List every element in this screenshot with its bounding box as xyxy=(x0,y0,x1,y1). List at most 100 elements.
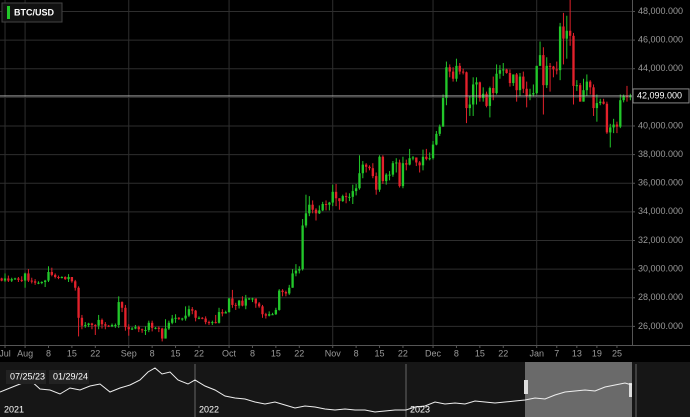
candle-body xyxy=(532,93,535,95)
y-tick-label: 40,000.000 xyxy=(638,120,683,130)
candle-body xyxy=(625,95,629,97)
candle-body xyxy=(321,203,324,211)
candle-body xyxy=(40,282,43,284)
candle-body xyxy=(328,202,331,205)
x-tick-label: 8 xyxy=(454,348,459,358)
candle-body xyxy=(64,277,67,280)
candle-body xyxy=(150,322,154,328)
candle-body xyxy=(415,157,418,163)
candle-body xyxy=(599,101,602,104)
candle-body xyxy=(445,67,448,99)
candle-body xyxy=(378,156,381,190)
candle-body xyxy=(104,324,107,326)
candle-body xyxy=(57,277,60,279)
candle-body xyxy=(17,278,20,280)
y-tick-label: 28,000.000 xyxy=(638,292,683,302)
candle-body xyxy=(43,280,47,283)
x-tick-label: Nov xyxy=(325,348,342,358)
candle-body xyxy=(37,282,40,284)
candles xyxy=(0,0,632,342)
candle-body xyxy=(558,26,562,71)
candle-body xyxy=(50,271,54,275)
x-tick-label: 13 xyxy=(572,348,582,358)
candle-body xyxy=(70,277,74,282)
y-tick-label: 34,000.000 xyxy=(638,206,683,216)
y-tick-label: 30,000.000 xyxy=(638,264,683,274)
candle-body xyxy=(518,76,522,91)
candle-body xyxy=(502,69,505,71)
y-tick-label: 46,000.000 xyxy=(638,34,683,44)
candle-body xyxy=(609,127,612,133)
candle-body xyxy=(612,124,615,128)
candle-body xyxy=(100,319,104,325)
navigator-right xyxy=(632,362,690,417)
navigator-handle[interactable] xyxy=(629,383,633,397)
candle-body xyxy=(80,317,84,326)
candle-body xyxy=(585,81,589,91)
candle-body xyxy=(77,287,80,318)
candle-body xyxy=(117,302,120,325)
x-tick-label: Sep xyxy=(121,348,137,358)
x-tick-label: 8 xyxy=(46,348,51,358)
candle-body xyxy=(478,82,482,99)
candle-body xyxy=(605,103,609,133)
last-price-box xyxy=(632,88,690,104)
candle-body xyxy=(194,310,197,318)
candle-body xyxy=(90,323,94,325)
candle-body xyxy=(211,322,214,324)
candle-body xyxy=(354,188,358,192)
candle-body xyxy=(388,174,391,176)
x-tick-label: 15 xyxy=(271,348,281,358)
candle-body xyxy=(525,88,528,96)
candle-body xyxy=(271,314,274,316)
candle-body xyxy=(572,35,575,86)
candle-body xyxy=(54,274,57,278)
candle-body xyxy=(548,65,552,67)
candle-body xyxy=(274,309,278,315)
candle-body xyxy=(361,164,364,174)
candle-body xyxy=(448,67,451,72)
candle-body xyxy=(130,328,134,330)
candle-body xyxy=(244,298,247,306)
candle-body xyxy=(237,300,241,306)
y-tick-label: 32,000.000 xyxy=(638,235,683,245)
candle-body xyxy=(461,71,465,73)
candle-body xyxy=(391,163,395,175)
candle-body xyxy=(137,327,140,330)
candle-body xyxy=(385,174,388,182)
nav-end-date: 01/29/24 xyxy=(53,371,88,381)
candle-body xyxy=(552,66,555,70)
candle-body xyxy=(204,318,207,323)
candle-body xyxy=(13,278,17,280)
candle-body xyxy=(147,322,150,330)
candle-body xyxy=(234,304,237,306)
x-tick-label: 22 xyxy=(294,348,304,358)
candle-body xyxy=(408,158,411,165)
candle-body xyxy=(154,327,157,329)
candle-body xyxy=(338,198,341,202)
candle-body xyxy=(294,270,298,274)
candle-body xyxy=(0,278,3,281)
x-tick-label: Jul xyxy=(0,348,11,358)
candle-body xyxy=(157,327,161,329)
candle-body xyxy=(555,69,558,71)
candle-body xyxy=(428,158,431,160)
candle-body xyxy=(224,312,227,314)
candle-body xyxy=(435,133,438,145)
candle-body xyxy=(568,30,572,36)
candle-body xyxy=(264,314,268,316)
x-tick-label: 8 xyxy=(150,348,155,358)
x-tick-label: 22 xyxy=(398,348,408,358)
candle-body xyxy=(438,126,441,134)
candle-body xyxy=(411,157,415,159)
candle-body xyxy=(488,88,492,106)
candle-body xyxy=(615,124,619,127)
x-tick-label: 15 xyxy=(375,348,385,358)
last-price-label: 42,099.000 xyxy=(637,90,682,100)
candle-body xyxy=(334,191,338,199)
candle-body xyxy=(120,302,124,308)
legend-swatch xyxy=(7,6,10,19)
navigator-handle[interactable] xyxy=(524,380,528,394)
candle-body xyxy=(418,162,421,166)
candle-body xyxy=(247,298,251,300)
